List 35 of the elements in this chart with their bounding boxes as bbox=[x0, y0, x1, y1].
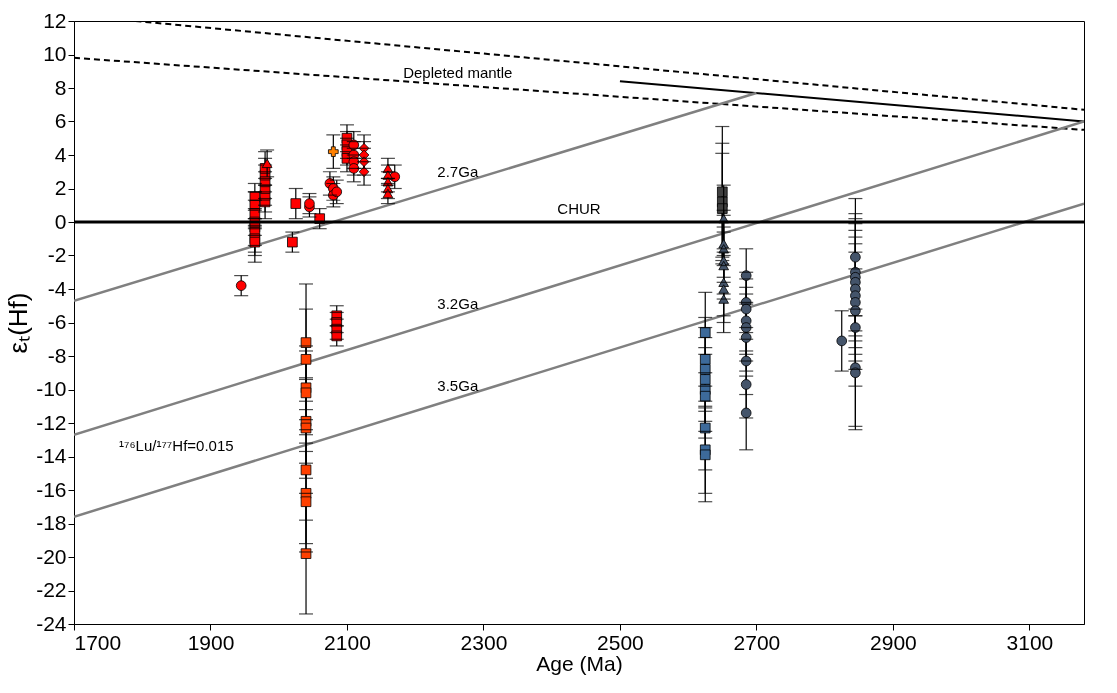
y-tick-label: -24 bbox=[36, 611, 67, 635]
y-tick-label: -4 bbox=[47, 276, 67, 300]
y-tick-label: -18 bbox=[36, 511, 67, 534]
series-label: 3.2Ga bbox=[437, 294, 479, 312]
y-tick-label: 0 bbox=[54, 209, 67, 233]
x-tick-label: 1700 bbox=[74, 630, 122, 654]
x-tick-label: 1900 bbox=[187, 630, 235, 654]
y-axis-title: εₜ(Hf) bbox=[3, 292, 34, 354]
x-tick-label: 2100 bbox=[324, 630, 371, 654]
y-tick-label: -8 bbox=[47, 343, 67, 367]
x-tick-label: 2500 bbox=[597, 630, 644, 654]
x-axis-title: Age (Ma) bbox=[536, 651, 623, 675]
x-tick-label: 3100 bbox=[1006, 630, 1054, 654]
y-tick-label: 8 bbox=[54, 75, 67, 99]
y-tick-label: -2 bbox=[47, 243, 67, 266]
series-label: 2.7Ga bbox=[437, 162, 479, 180]
y-tick-label: 2 bbox=[54, 176, 67, 199]
x-tick-label: 2300 bbox=[460, 630, 508, 654]
y-tick-label: -22 bbox=[36, 578, 67, 601]
y-tick-label: -12 bbox=[36, 410, 67, 434]
y-tick-label: 4 bbox=[54, 142, 67, 166]
series-label: 3.5Ga bbox=[437, 376, 479, 394]
y-tick-label: 6 bbox=[54, 109, 67, 132]
y-tick-label: -6 bbox=[47, 310, 67, 333]
y-tick-label: 12 bbox=[43, 8, 67, 32]
y-tick-label: -14 bbox=[36, 444, 67, 467]
x-tick-label: 2900 bbox=[870, 630, 917, 654]
y-tick-label: -20 bbox=[36, 544, 67, 568]
y-tick-label: -16 bbox=[36, 477, 67, 501]
ref-line-label: CHUR bbox=[557, 200, 601, 217]
x-tick-label: 2700 bbox=[733, 630, 781, 654]
annotation: ¹⁷⁶Lu/¹⁷⁷Hf=0.015 bbox=[119, 437, 234, 455]
series-label: Depleted mantle bbox=[403, 64, 513, 82]
y-tick-label: 10 bbox=[43, 42, 67, 65]
y-tick-label: -10 bbox=[36, 377, 67, 400]
